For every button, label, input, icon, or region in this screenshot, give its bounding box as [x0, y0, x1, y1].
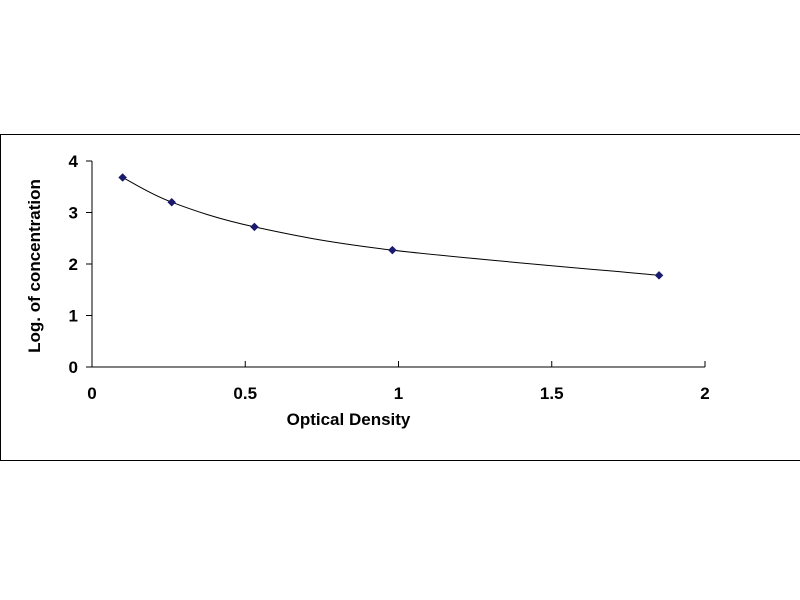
x-tick-label: 0 [87, 384, 96, 403]
x-axis-title: Optical Density [287, 410, 411, 429]
axes [86, 160, 706, 368]
x-tick-label: 1.5 [540, 384, 564, 403]
x-tick-label: 1 [394, 384, 403, 403]
data-points [118, 173, 664, 280]
chart-frame [0, 134, 800, 461]
y-axis-title: Log. of concentration [25, 179, 44, 353]
data-point [654, 270, 664, 280]
data-point [118, 173, 128, 182]
x-tick-label: 2 [700, 384, 709, 403]
y-tick-label: 2 [69, 255, 78, 274]
x-tick-label: 0.5 [233, 384, 257, 403]
y-tick-labels: 0 1 2 3 4 [69, 152, 79, 377]
x-tick-labels: 0 0.5 1 1.5 2 [87, 384, 709, 403]
data-point [167, 197, 177, 207]
data-point [250, 222, 259, 232]
y-tick-label: 1 [69, 307, 78, 326]
fit-curve [122, 177, 660, 276]
data-point [388, 245, 397, 255]
y-tick-label: 3 [69, 204, 78, 223]
fit-curve-layer [122, 177, 660, 276]
y-tick-label: 0 [69, 358, 78, 377]
y-tick-label: 4 [69, 152, 79, 171]
